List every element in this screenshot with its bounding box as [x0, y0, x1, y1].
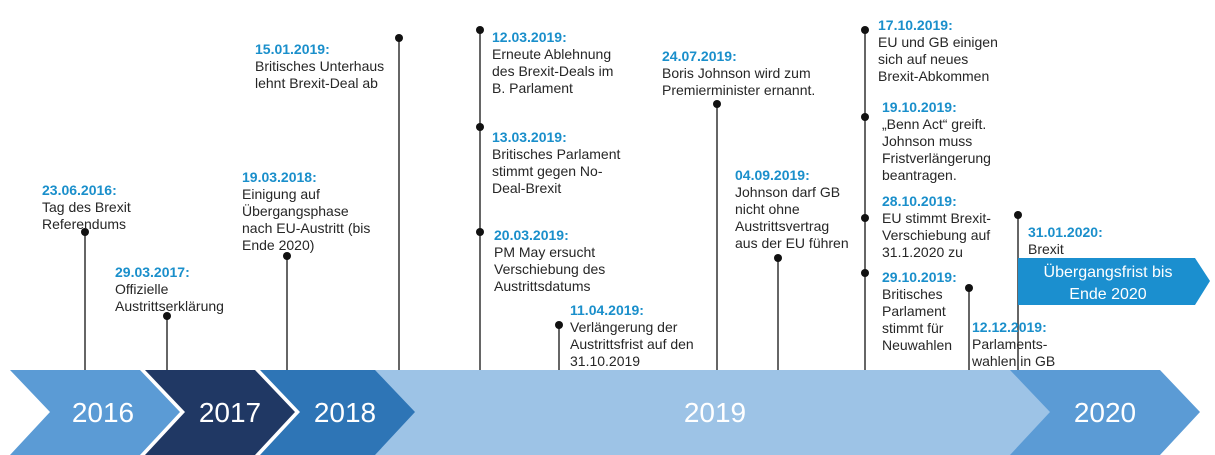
event-date: 17.10.2019: [878, 17, 953, 33]
chevron-2020 [1005, 370, 1200, 455]
event-text: Deal-Brexit [492, 180, 561, 196]
pin-dot [395, 34, 403, 42]
event-text: 31.1.2020 zu [882, 244, 963, 260]
event-text: Parlament [882, 303, 946, 319]
event-text: Verschiebung auf [882, 227, 990, 243]
event-date: 31.01.2020: [1028, 224, 1103, 240]
event-date: 12.12.2019: [972, 319, 1047, 335]
event-text: Premierminister ernannt. [662, 82, 815, 98]
pin-dot [861, 113, 869, 121]
pin-dot [774, 254, 782, 262]
event-text: beantragen. [882, 167, 957, 183]
event-date: 20.03.2019: [494, 227, 569, 243]
year-label: 2016 [72, 397, 134, 428]
event-text: lehnt Brexit-Deal ab [255, 75, 378, 91]
pin-dot [476, 26, 484, 34]
year-label: 2020 [1074, 397, 1136, 428]
event-date: 13.03.2019: [492, 129, 567, 145]
pin-dot [1014, 211, 1022, 219]
pin-dot [965, 284, 973, 292]
event-text: Britisches Unterhaus [255, 58, 384, 74]
event-date: 12.03.2019: [492, 29, 567, 45]
pin-dot [283, 252, 291, 260]
event-text: EU und GB einigen [878, 34, 998, 50]
event-text: nicht ohne [735, 201, 800, 217]
pin-dot [81, 228, 89, 236]
event-text: Boris Johnson wird zum [662, 65, 811, 81]
event-text: Übergangsphase [242, 202, 349, 219]
event-text: PM May ersucht [494, 244, 595, 260]
event-text: Referendums [42, 216, 126, 232]
event-text: EU stimmt Brexit- [882, 210, 991, 226]
year-label: 2017 [199, 397, 261, 428]
event-text: Tag des Brexit [42, 199, 131, 215]
event-text: Ende 2020) [242, 237, 314, 253]
pin-dot [861, 26, 869, 34]
event-text: Austrittsfrist auf den [570, 336, 694, 352]
event-text: B. Parlament [492, 80, 573, 96]
event-text: Fristverlängerung [882, 150, 991, 166]
chevron-2018 [260, 370, 415, 455]
pin-dot [861, 269, 869, 277]
event-text: aus der EU führen [735, 235, 849, 251]
transition-text: Übergangsfrist bis [1044, 263, 1173, 281]
event-date: 23.06.2016: [42, 182, 117, 198]
event-date: 19.10.2019: [882, 99, 957, 115]
event-text: stimmt gegen No- [492, 163, 603, 179]
event-text: Johnson darf GB [735, 184, 840, 200]
event-text: Johnson muss [882, 133, 972, 149]
event-text: Verlängerung der [570, 319, 678, 335]
event-text: Einigung auf [242, 186, 320, 202]
transition-arrow [1018, 258, 1210, 305]
event-text: Parlaments- [972, 336, 1048, 352]
pin-dot [163, 312, 171, 320]
event-date: 11.04.2019: [570, 302, 644, 318]
event-date: 04.09.2019: [735, 167, 810, 183]
pin-dot [713, 100, 721, 108]
event-text: 31.10.2019 [570, 353, 640, 369]
event-text: Britisches [882, 286, 943, 302]
event-text: stimmt für [882, 320, 944, 336]
event-text: Offizielle [115, 281, 169, 297]
event-text: „Benn Act“ greift. [882, 116, 986, 132]
year-label: 2018 [314, 397, 376, 428]
transition-text: Ende 2020 [1069, 286, 1147, 303]
event-text: Erneute Ablehnung [492, 46, 611, 62]
year-band: 2016 2017 2018 2019 2020 [10, 370, 1200, 455]
pin-dot [555, 321, 563, 329]
event-date: 28.10.2019: [882, 193, 957, 209]
event-text: des Brexit-Deals im [492, 63, 613, 79]
chevron-2017 [145, 370, 295, 455]
pin-dot [476, 123, 484, 131]
chevron-2019 [370, 370, 1050, 455]
year-label: 2019 [684, 397, 746, 428]
event-date: 29.10.2019: [882, 269, 957, 285]
event-text: nach EU-Austritt (bis [242, 220, 370, 236]
event-text: Verschiebung des [494, 261, 605, 277]
event-date: 29.03.2017: [115, 264, 190, 280]
event-text: Brexit [1028, 241, 1064, 257]
event-text: Neuwahlen [882, 337, 952, 353]
pin-dot [476, 228, 484, 236]
event-date: 24.07.2019: [662, 48, 737, 64]
event-text: sich auf neues [878, 51, 968, 67]
transition-box: Übergangsfrist bis Ende 2020 [1018, 258, 1210, 305]
event-text: Brexit-Abkommen [878, 68, 989, 84]
event-text: Austrittsvertrag [735, 218, 829, 234]
event-text: Austrittserklärung [115, 298, 224, 314]
event-date: 15.01.2019: [255, 41, 330, 57]
event-date: 19.03.2018: [242, 169, 317, 185]
event-text: Austrittsdatums [494, 278, 590, 294]
chevron-2016 [10, 370, 180, 455]
event-text: wahlen in GB [971, 353, 1055, 369]
event-text: Britisches Parlament [492, 146, 620, 162]
pin-dot [861, 214, 869, 222]
